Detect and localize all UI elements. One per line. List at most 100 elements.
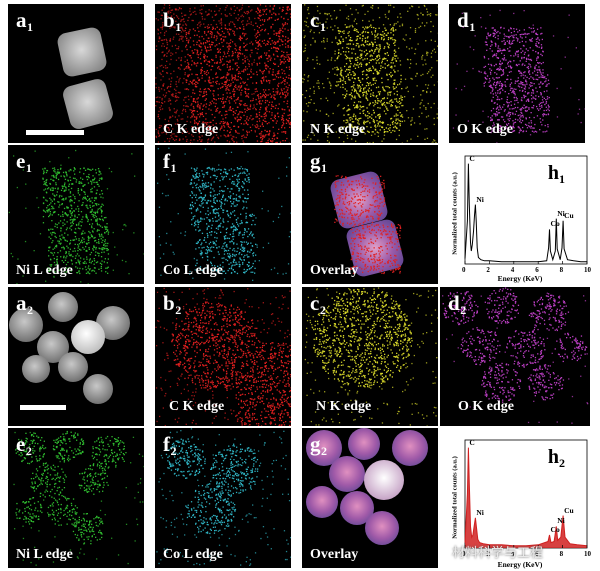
map-dot — [313, 90, 315, 92]
map-dot — [79, 220, 81, 223]
map-dot — [106, 230, 109, 232]
map-dot — [240, 220, 243, 222]
map-dot — [389, 127, 391, 129]
map-dot — [275, 14, 277, 16]
map-dot — [325, 97, 327, 99]
map-dot — [249, 42, 251, 44]
map-dot — [241, 234, 244, 236]
map-dot — [494, 102, 496, 104]
map-dot — [182, 108, 185, 110]
map-dot — [495, 115, 497, 117]
map-dot — [500, 74, 502, 77]
map-dot — [536, 59, 538, 61]
map-dot — [101, 177, 103, 179]
map-dot — [396, 94, 398, 96]
map-dot — [52, 174, 55, 177]
map-dot — [341, 31, 344, 33]
map-dot — [244, 108, 246, 110]
map-dot — [281, 9, 284, 11]
map-dot — [530, 85, 532, 87]
map-dot — [54, 264, 56, 266]
map-dot — [193, 194, 195, 196]
map-dot — [192, 83, 194, 85]
map-dot — [72, 239, 74, 241]
map-dot — [222, 177, 224, 179]
map-dot — [196, 81, 198, 83]
map-dot — [356, 59, 358, 61]
map-dot — [538, 76, 540, 79]
map-dot — [217, 94, 219, 96]
map-dot — [54, 235, 56, 238]
map-dot — [281, 50, 283, 52]
map-dot — [94, 254, 97, 256]
map-dot — [269, 80, 271, 82]
map-dot — [497, 127, 499, 129]
map-dot — [538, 42, 540, 44]
map-dot — [51, 264, 53, 266]
map-dot — [169, 117, 171, 119]
map-dot — [277, 91, 279, 94]
map-dot — [53, 176, 55, 178]
map-dot — [285, 13, 287, 15]
map-dot — [210, 121, 212, 123]
map-dot — [189, 10, 191, 12]
map-dot — [506, 101, 508, 103]
map-dot — [539, 68, 541, 71]
map-dot — [201, 242, 203, 244]
map-dot — [107, 242, 109, 245]
map-dot — [284, 28, 286, 30]
map-dot — [64, 259, 67, 261]
map-dot — [188, 16, 190, 19]
map-dot — [222, 245, 224, 247]
map-dot — [536, 33, 539, 36]
map-dot — [223, 63, 225, 65]
map-dot — [346, 137, 349, 139]
map-dot — [210, 139, 213, 141]
map-dot — [72, 220, 74, 222]
map-dot — [86, 243, 88, 245]
map-dot — [536, 46, 538, 48]
map-dot — [206, 171, 209, 173]
map-dot — [499, 88, 501, 90]
map-dot — [220, 173, 222, 175]
map-dot — [225, 232, 228, 234]
map-dot — [202, 95, 205, 97]
map-dot — [216, 83, 218, 85]
map-dot — [340, 79, 342, 81]
map-dot — [228, 256, 230, 258]
map-dot — [252, 124, 254, 126]
map-dot — [373, 112, 375, 114]
map-dot — [214, 216, 217, 218]
map-dot — [195, 13, 197, 15]
map-dot — [167, 100, 170, 102]
map-dot — [75, 266, 77, 268]
map-dot — [399, 123, 401, 125]
map-dot — [95, 219, 97, 221]
map-dot — [164, 140, 166, 143]
map-dot — [382, 31, 384, 33]
map-dot — [519, 108, 521, 111]
map-dot — [89, 258, 91, 260]
map-dot — [72, 194, 74, 196]
map-dot — [318, 87, 320, 90]
map-dot — [535, 43, 537, 45]
map-dot — [547, 124, 549, 126]
map-dot — [286, 102, 288, 105]
map-dot — [251, 234, 253, 236]
map-dot — [229, 178, 231, 180]
map-dot — [377, 7, 379, 9]
map-dot — [205, 11, 207, 13]
map-dot — [512, 89, 514, 92]
map-dot — [373, 121, 375, 124]
map-dot — [310, 138, 312, 140]
map-dot — [100, 270, 103, 272]
map-dot — [80, 233, 83, 235]
map-dot — [231, 223, 234, 225]
map-dot — [302, 77, 304, 80]
map-dot — [272, 53, 275, 55]
map-dot — [275, 48, 277, 50]
map-dot — [429, 91, 432, 93]
map-dot — [192, 98, 195, 100]
map-dot — [219, 51, 221, 54]
map-dot — [191, 197, 193, 199]
